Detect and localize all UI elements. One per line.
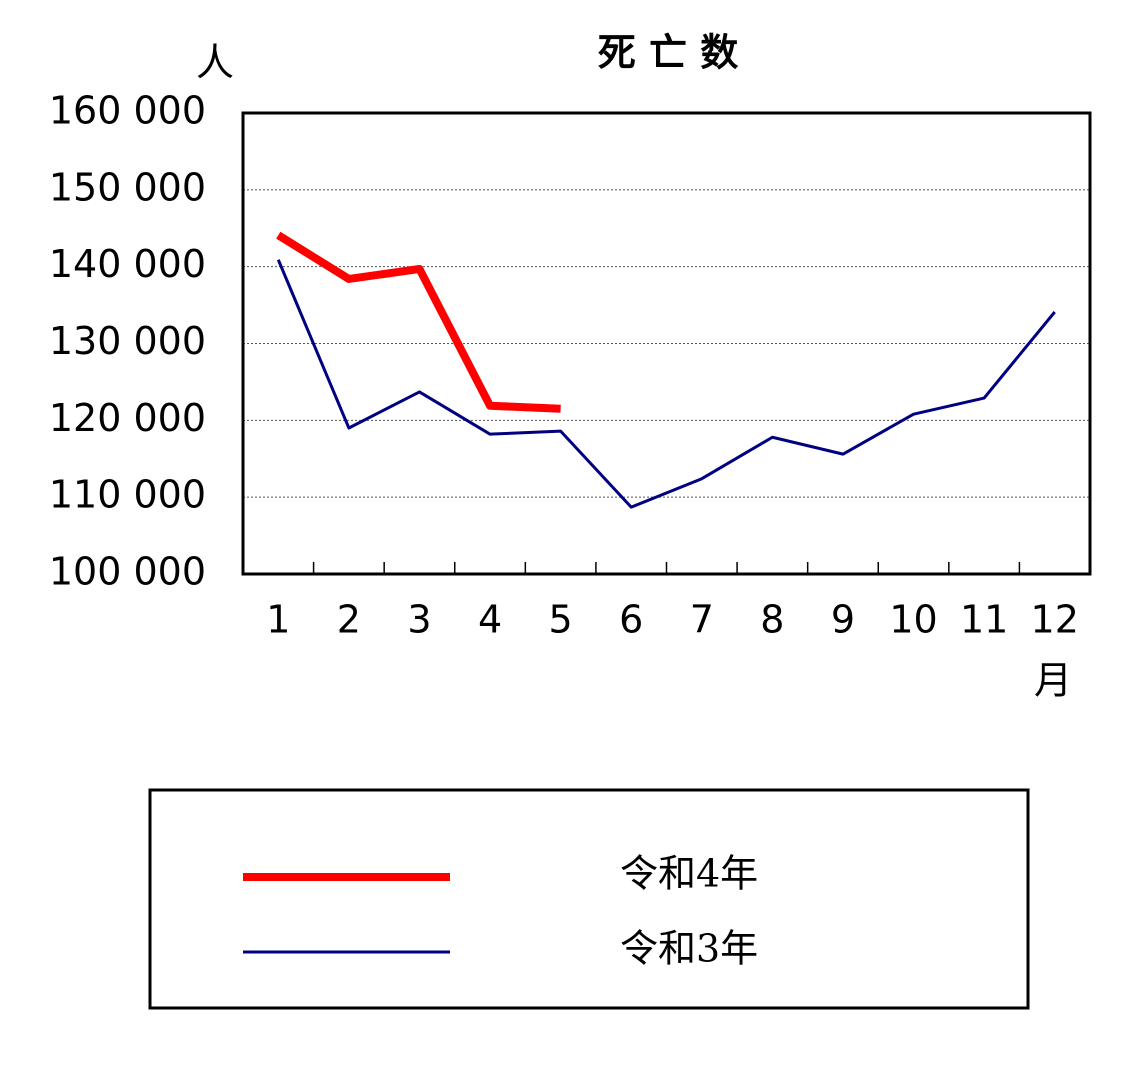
series-line <box>276 231 561 413</box>
x-tick-label: 5 <box>549 598 573 642</box>
x-tick-label: 10 <box>889 598 937 642</box>
x-tick-label: 2 <box>337 598 361 642</box>
x-tick-label: 4 <box>478 598 502 642</box>
plot-frame <box>241 111 1092 576</box>
y-unit: 人 <box>196 41 234 85</box>
series-line <box>276 259 1056 509</box>
y-tick-label: 100 000 <box>49 550 206 594</box>
y-tick-label: 150 000 <box>49 165 206 209</box>
x-tick-label: 11 <box>960 598 1008 642</box>
y-tick-label: 140 000 <box>49 242 206 286</box>
x-tick-label: 8 <box>760 598 784 642</box>
legend-box <box>148 788 1030 1010</box>
legend-label: 令和4年 <box>620 852 758 896</box>
y-tick-label: 130 000 <box>49 319 206 363</box>
y-tick-label: 120 000 <box>49 396 206 440</box>
y-tick-label: 160 000 <box>49 89 206 133</box>
y-tick-label: 110 000 <box>49 473 206 517</box>
x-tick-label: 7 <box>690 598 714 642</box>
x-unit: 月 <box>1034 659 1072 703</box>
x-tick-label: 3 <box>407 598 431 642</box>
x-tick-label: 6 <box>619 598 643 642</box>
x-tick-label: 1 <box>266 598 290 642</box>
x-tick-label: 12 <box>1031 598 1079 642</box>
x-tick-label: 9 <box>831 598 855 642</box>
chart-title: 死 亡 数 <box>598 31 738 75</box>
legend-label: 令和3年 <box>620 927 758 971</box>
